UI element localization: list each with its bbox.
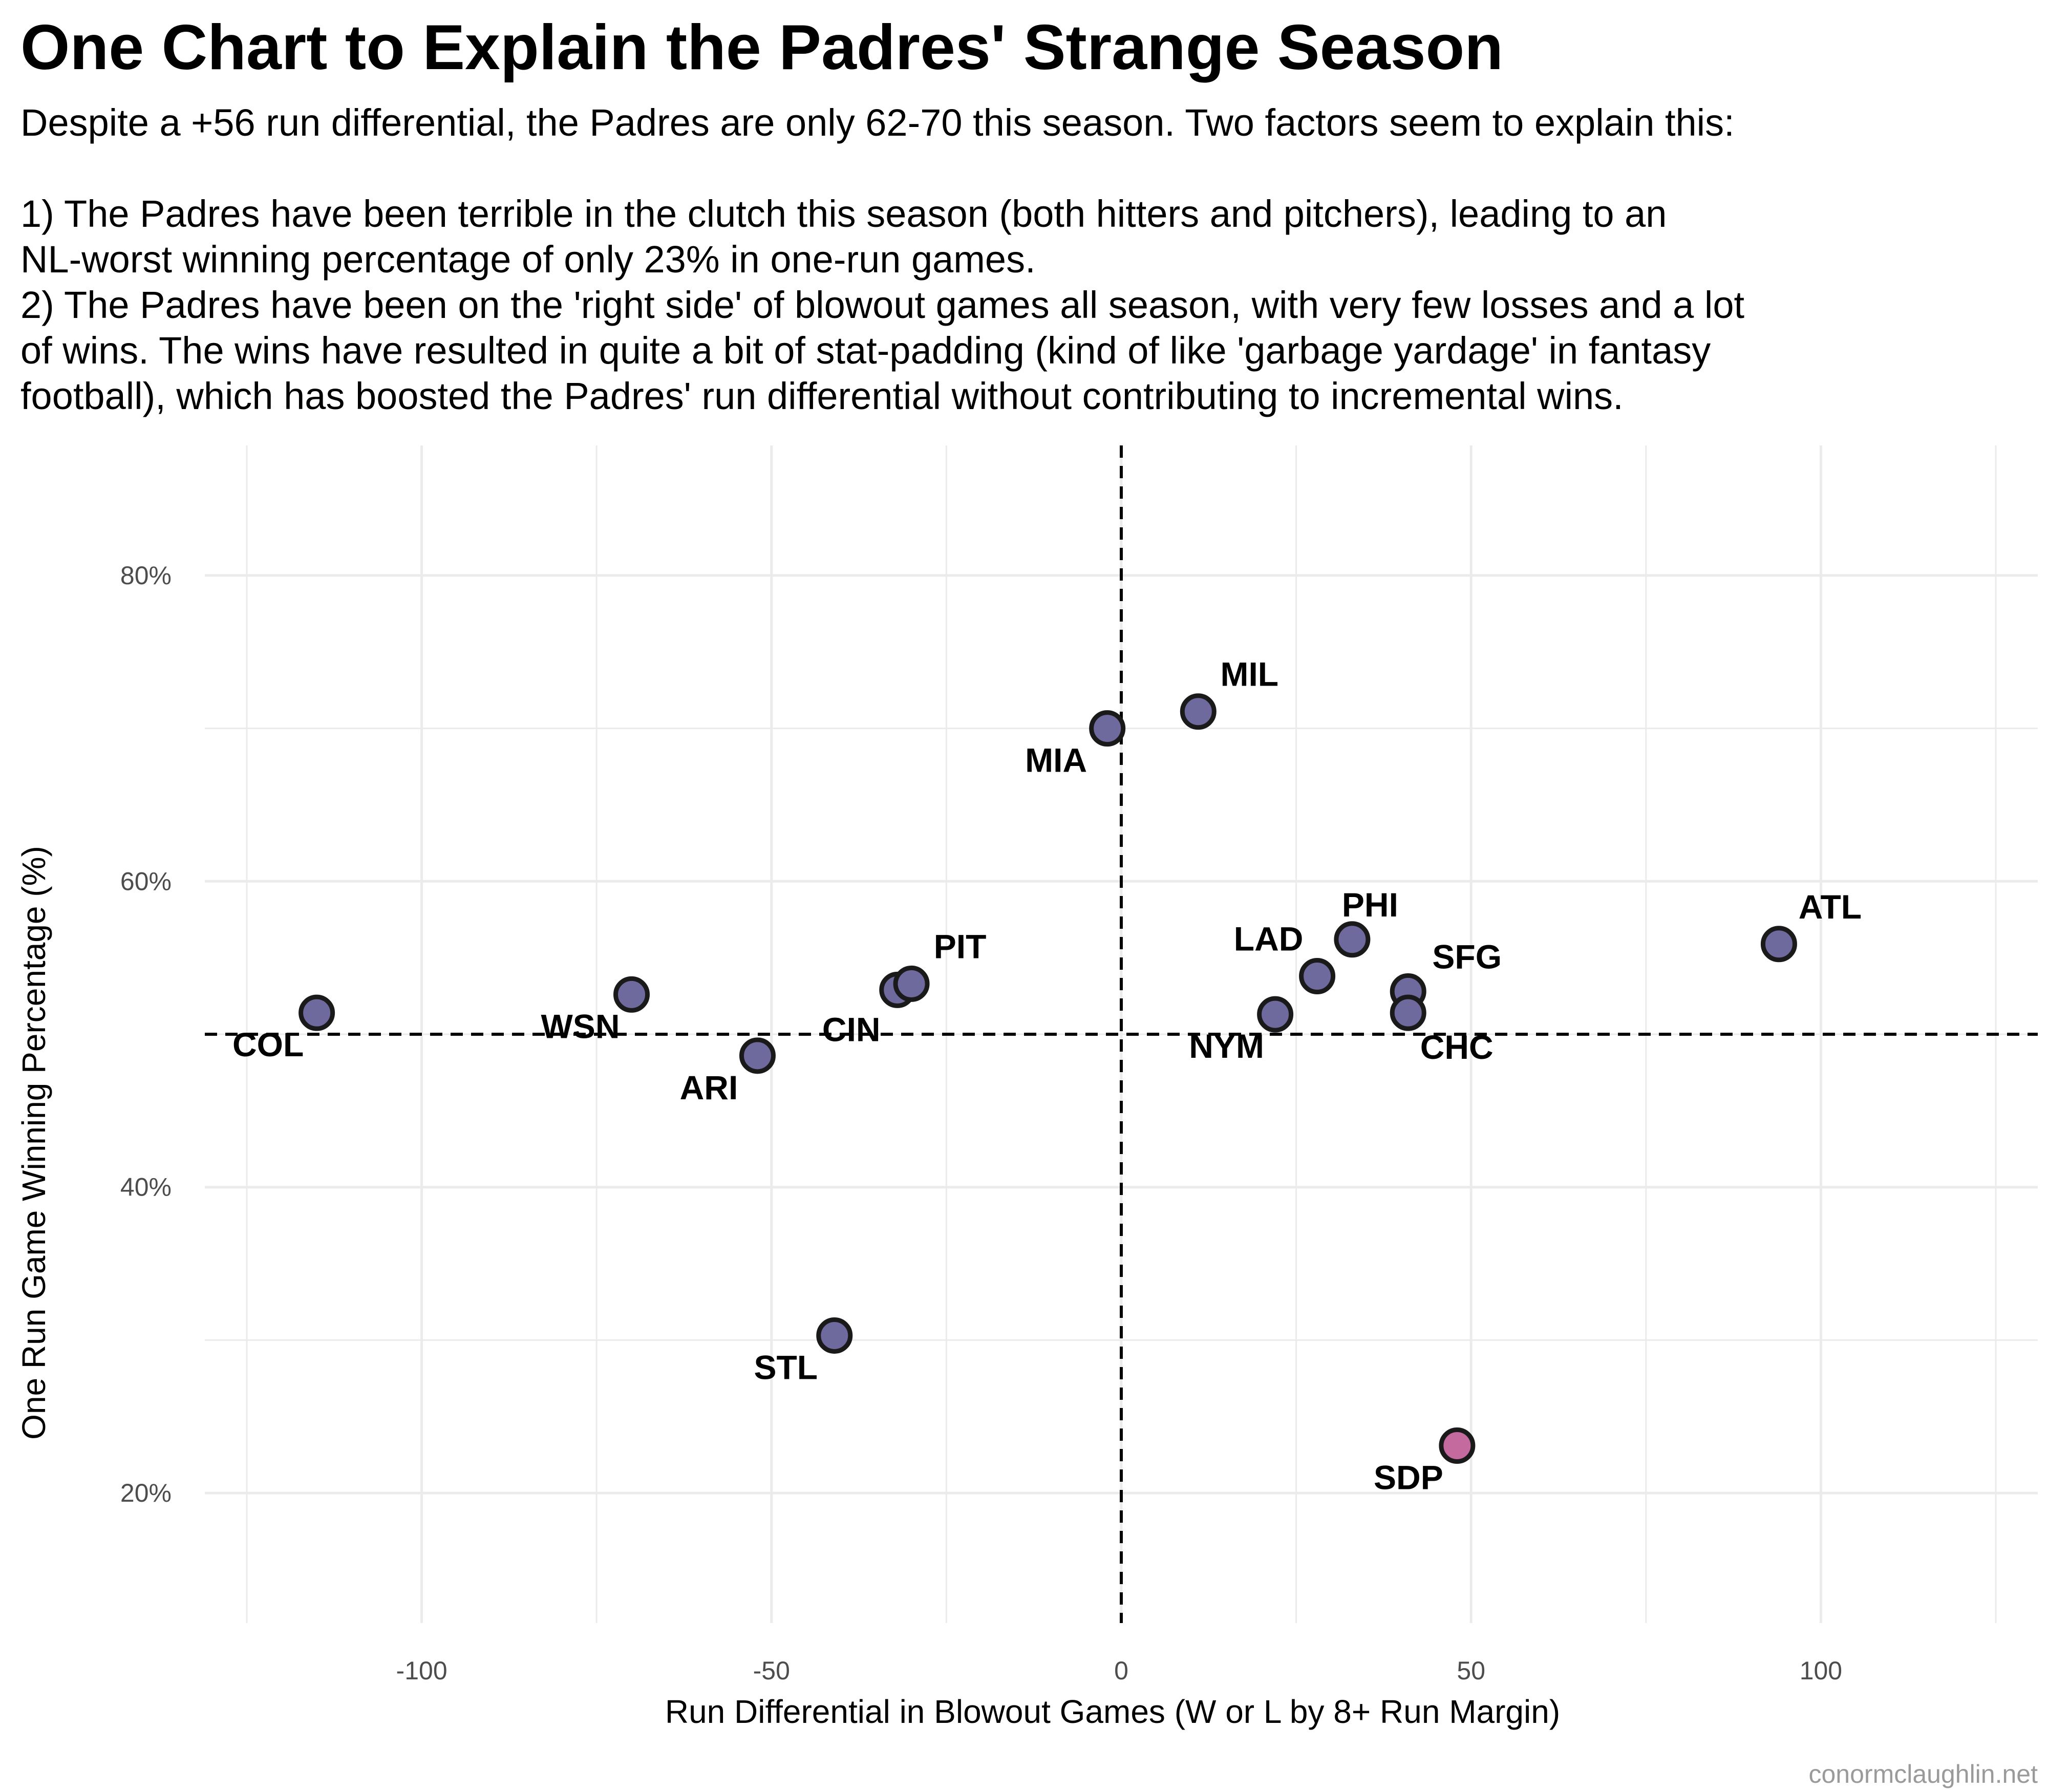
data-point-phi	[1334, 921, 1371, 958]
team-label-phi: PHI	[1342, 886, 1398, 924]
x-tick-label: -100	[396, 1656, 447, 1685]
data-point-mil	[1180, 693, 1217, 730]
data-point-pit	[893, 965, 930, 1002]
team-label-mil: MIL	[1220, 655, 1278, 693]
team-label-cin: CIN	[822, 1010, 881, 1048]
data-point-sdp	[1439, 1427, 1476, 1464]
data-point-ari	[739, 1037, 776, 1074]
reference-lines	[205, 445, 2038, 1623]
data-point-stl	[816, 1317, 853, 1354]
x-tick-label: 0	[1114, 1656, 1128, 1685]
data-point-lad	[1299, 957, 1336, 994]
subtitle-line: football), which has boosted the Padres'…	[20, 375, 1624, 417]
team-label-stl: STL	[754, 1348, 818, 1386]
y-tick-label: 60%	[120, 867, 172, 895]
team-label-pit: PIT	[934, 927, 987, 965]
subtitle-line: 2) The Padres have been on the 'right si…	[20, 284, 1745, 326]
data-point-nym	[1257, 996, 1294, 1033]
team-label-ari: ARI	[680, 1069, 738, 1106]
credit-text: conormclaughlin.net	[1809, 1760, 2038, 1788]
team-label-sdp: SDP	[1374, 1459, 1443, 1497]
team-label-chc: CHC	[1420, 1028, 1494, 1066]
x-tick-label: 50	[1457, 1656, 1485, 1685]
team-labels: COL WSN ARI CIN PIT STL MIA MIL NYM LAD PHI SFG CHC A…	[232, 655, 1862, 1497]
data-point-wsn	[613, 976, 650, 1013]
subtitle-line: NL-worst winning percentage of only 23% …	[20, 238, 1036, 281]
team-label-atl: ATL	[1799, 888, 1862, 926]
team-label-lad: LAD	[1234, 920, 1304, 957]
data-point-chc	[1390, 994, 1426, 1031]
x-axis-title: Run Differential in Blowout Games (W or …	[665, 1693, 1560, 1730]
axis-ticks: -100 -50 0 50 100 20% 40% 60% 80%	[120, 561, 1842, 1685]
subtitle-line: of wins. The wins have resulted in quite…	[20, 329, 1711, 372]
chart-subtitle: Despite a +56 run differential, the Padr…	[20, 100, 2028, 419]
subtitle-line: 1) The Padres have been terrible in the …	[20, 193, 1667, 235]
team-label-col: COL	[232, 1026, 304, 1063]
y-tick-label: 80%	[120, 561, 172, 590]
team-label-wsn: WSN	[541, 1007, 620, 1045]
x-tick-label: -50	[753, 1656, 790, 1685]
data-point-atl	[1760, 926, 1797, 963]
data-point-mia	[1089, 710, 1126, 747]
y-tick-label: 20%	[120, 1479, 172, 1507]
data-point-col	[298, 994, 335, 1031]
subtitle-line: Despite a +56 run differential, the Padr…	[20, 101, 1735, 144]
x-tick-label: 100	[1800, 1656, 1842, 1685]
chart-title: One Chart to Explain the Padres' Strange…	[20, 12, 1504, 83]
team-label-nym: NYM	[1189, 1027, 1264, 1065]
data-points	[298, 693, 1797, 1464]
team-label-sfg: SFG	[1432, 937, 1502, 975]
y-axis-title: One Run Game Winning Percentage (%)	[15, 846, 52, 1440]
team-label-mia: MIA	[1025, 741, 1087, 779]
y-tick-label: 40%	[120, 1173, 172, 1202]
